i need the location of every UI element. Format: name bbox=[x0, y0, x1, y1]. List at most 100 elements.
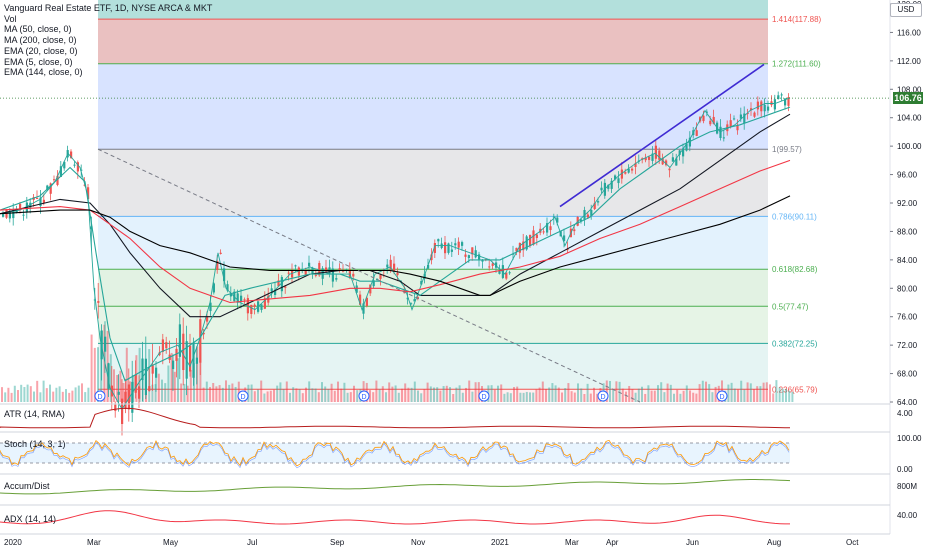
volume-bar bbox=[567, 383, 570, 402]
dividend-marker[interactable] bbox=[94, 390, 106, 402]
fib-anchor-line[interactable] bbox=[97, 148, 641, 403]
volume-bar bbox=[253, 391, 256, 402]
indicator-line[interactable] bbox=[0, 106, 791, 382]
volume-bar bbox=[417, 390, 419, 402]
legend-volume[interactable]: Vol bbox=[4, 13, 17, 24]
candle-body bbox=[236, 293, 239, 303]
volume-bar bbox=[727, 384, 730, 402]
legend-ema-5[interactable]: EMA (5, close, 0) bbox=[4, 56, 73, 67]
volume-bar bbox=[103, 324, 106, 402]
stoch-k-line[interactable] bbox=[0, 439, 790, 467]
indicator-line[interactable] bbox=[0, 195, 791, 296]
atr-label[interactable]: ATR (14, RMA) bbox=[4, 409, 65, 419]
legend-ma-50[interactable]: MA (50, close, 0) bbox=[4, 24, 72, 35]
candle-body bbox=[675, 158, 678, 166]
candle-body bbox=[481, 260, 484, 262]
candle-body bbox=[90, 226, 93, 230]
volume-bar bbox=[273, 389, 275, 402]
dividend-marker[interactable] bbox=[597, 390, 609, 402]
candle-body bbox=[607, 184, 610, 189]
indicator-line[interactable] bbox=[0, 113, 791, 318]
volume-bar bbox=[276, 385, 279, 402]
accum-dist-line[interactable] bbox=[0, 479, 791, 495]
candle-body bbox=[450, 249, 453, 252]
trend-line[interactable] bbox=[559, 63, 765, 208]
volume-bar bbox=[545, 388, 547, 402]
atr-line[interactable] bbox=[0, 407, 790, 429]
volume-bar bbox=[490, 385, 493, 402]
volume-bar bbox=[327, 389, 330, 402]
legend-ema-144[interactable]: EMA (144, close, 0) bbox=[4, 67, 83, 78]
stoch-label[interactable]: Stoch (14, 3, 1) bbox=[4, 439, 66, 449]
candle-body bbox=[379, 274, 382, 279]
volume-bar bbox=[55, 387, 58, 402]
y-tick-label: 116.00 bbox=[897, 28, 921, 37]
dividend-marker[interactable] bbox=[716, 390, 728, 402]
legend-ema-20[interactable]: EMA (20, close, 0) bbox=[4, 45, 78, 56]
volume-bar bbox=[39, 392, 42, 402]
fib-zone bbox=[98, 306, 768, 344]
dividend-marker[interactable] bbox=[237, 390, 249, 402]
volume-bar bbox=[781, 388, 784, 402]
candle-body bbox=[277, 280, 280, 287]
volume-bar bbox=[653, 390, 656, 402]
fib-zone bbox=[98, 269, 768, 307]
adx-label[interactable]: ADX (14, 14) bbox=[4, 514, 57, 524]
fib-zone bbox=[98, 19, 768, 64]
chart-title[interactable]: Vanguard Real Estate ETF, 1D, NYSE ARCA … bbox=[4, 3, 213, 13]
volume-bar bbox=[353, 385, 355, 402]
volume-bar bbox=[679, 393, 682, 402]
volume-bar bbox=[503, 393, 506, 402]
volume-bar bbox=[113, 369, 115, 402]
volume-bar bbox=[621, 388, 624, 402]
volume-bar bbox=[260, 380, 263, 402]
volume-bar bbox=[317, 392, 320, 402]
volume-bar bbox=[33, 391, 35, 402]
volume-bar bbox=[477, 382, 480, 402]
candle-body bbox=[359, 294, 362, 305]
candle-body bbox=[750, 108, 753, 111]
volume-bar bbox=[193, 363, 195, 402]
candle-body bbox=[654, 145, 657, 159]
volume-bar bbox=[205, 381, 208, 402]
volume-bar bbox=[429, 386, 432, 402]
currency-badge[interactable]: USD bbox=[890, 3, 922, 17]
candle-body bbox=[246, 298, 249, 314]
volume-bar bbox=[500, 384, 503, 402]
volume-bar bbox=[769, 384, 771, 402]
volume-bar bbox=[497, 385, 499, 402]
volume-bar bbox=[461, 392, 464, 402]
volume-bar bbox=[759, 386, 762, 402]
volume-bar bbox=[548, 387, 551, 402]
candle-body bbox=[287, 272, 290, 274]
volume-bar bbox=[154, 384, 157, 402]
volume-bar bbox=[167, 365, 170, 402]
volume-bar bbox=[669, 384, 672, 402]
dividend-marker[interactable] bbox=[358, 390, 370, 402]
adx-line[interactable] bbox=[0, 510, 790, 525]
volume-bar bbox=[65, 389, 67, 402]
candle-body bbox=[15, 210, 18, 213]
volume-bar bbox=[708, 384, 711, 402]
volume-bar bbox=[234, 386, 237, 402]
dividend-marker[interactable] bbox=[478, 390, 490, 402]
legend-ma-200[interactable]: MA (200, close, 0) bbox=[4, 35, 77, 46]
volume-bar bbox=[557, 387, 560, 402]
candle-body bbox=[563, 235, 566, 242]
accum-dist-label[interactable]: Accum/Dist bbox=[4, 481, 50, 491]
volume-bar bbox=[231, 383, 234, 402]
fib-zone bbox=[98, 149, 768, 217]
volume-bar bbox=[7, 387, 10, 402]
candle-body bbox=[355, 285, 358, 293]
candle-body bbox=[250, 304, 253, 314]
candle-body bbox=[682, 148, 685, 157]
volume-bar bbox=[269, 390, 272, 402]
y-tick-label: 76.00 bbox=[897, 313, 918, 322]
indicator-line[interactable] bbox=[0, 159, 791, 304]
x-tick-label: Sep bbox=[330, 538, 345, 547]
stoch-d-line[interactable] bbox=[0, 441, 790, 469]
candle-body bbox=[695, 130, 698, 136]
candle-body bbox=[529, 234, 532, 247]
